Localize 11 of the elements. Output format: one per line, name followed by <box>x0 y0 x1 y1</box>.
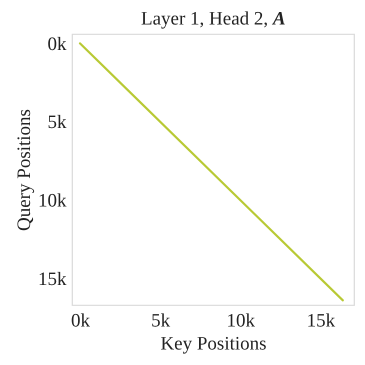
y-tick-label: 5k <box>48 112 67 134</box>
y-axis-title: Query Positions <box>14 109 35 231</box>
x-tick-label: 15k <box>306 310 336 332</box>
x-tick-label: 10k <box>226 310 256 332</box>
x-tick-label: 0k <box>71 310 91 332</box>
chart-title: Layer 1, Head 2, A <box>141 8 286 30</box>
x-axis-title: Key Positions <box>160 334 267 354</box>
y-tick-label: 10k <box>38 190 67 212</box>
y-tick-label: 15k <box>38 268 67 290</box>
x-tick-label: 5k <box>151 310 171 332</box>
y-tick-label: 0k <box>48 34 67 55</box>
